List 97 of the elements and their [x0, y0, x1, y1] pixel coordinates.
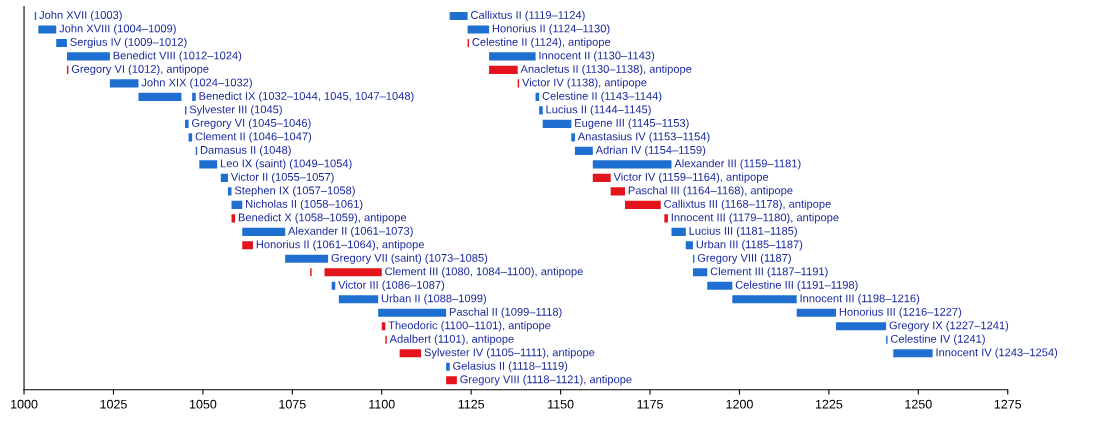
data-label: Innocent II (1130–1143) [539, 51, 655, 62]
data-label: Honorius II (1124–1130) [492, 24, 610, 35]
data-label: Nicholas II (1058–1061) [246, 199, 363, 211]
data-label: Paschal III (1164–1168), antipope [628, 186, 793, 197]
bar [539, 106, 543, 115]
bar [542, 119, 572, 128]
x-tick-label: 1275 [994, 399, 1022, 409]
data-label: Alexander II (1061–1073) [288, 226, 413, 237]
data-label: Paschal II (1099–1118) [449, 307, 562, 318]
bar [220, 173, 228, 182]
x-tick-label: 1175 [637, 399, 663, 409]
data-label: Celestine II (1143–1144) [542, 91, 662, 103]
data-label: Clement II (1046–1047) [195, 132, 312, 143]
bar [467, 25, 490, 34]
data-label: Innocent III (1198–1216) [800, 294, 920, 305]
data-label: Benedict IX (1032–1044, 1045, 1047–1048) [199, 91, 414, 103]
data-label: Damasus II (1048) [200, 145, 291, 157]
bar [571, 133, 575, 142]
bar [185, 119, 189, 128]
data-label: Gregory VIII (1187) [697, 253, 791, 264]
bar [378, 308, 447, 317]
data-label: Lucius II (1144–1145) [546, 105, 651, 116]
x-tick-label: 1225 [815, 399, 843, 409]
data-label: Anastasius IV (1153–1154) [577, 132, 710, 143]
data-label: Benedict X (1058–1059), antipope [238, 213, 407, 224]
x-tick-label: 1000 [11, 399, 38, 409]
x-tick-label: 1025 [100, 399, 127, 409]
data-label: Alexander III (1159–1181) [674, 159, 801, 170]
data-label: Anacletus II (1130–1138), antipope [520, 64, 692, 76]
bar [574, 146, 593, 155]
bar [38, 25, 57, 34]
data-label: John XIX (1024–1032) [141, 78, 252, 89]
data-label: Eugene III (1145–1153) [575, 118, 689, 130]
data-label: Gregory VI (1012), antipope [71, 64, 209, 76]
data-label: Clement III (1080, 1084–1100), antipope [385, 267, 583, 278]
data-label: Honorius II (1061–1064), antipope [256, 240, 424, 251]
data-label: Innocent IV (1243–1254) [936, 348, 1058, 359]
bar [446, 362, 450, 371]
data-label: Gregory IX (1227–1241) [889, 321, 1009, 332]
data-label: Victor IV (1159–1164), antipope [613, 172, 769, 184]
data-label: Sylvester IV (1105–1111), antipope [424, 348, 595, 359]
bar [227, 187, 232, 196]
x-tick-label: 1200 [726, 399, 753, 409]
x-tick-label: 1050 [189, 399, 217, 409]
bar [449, 11, 468, 20]
data-label: Victor IV (1138), antipope [522, 78, 647, 89]
data-label: Innocent III (1179–1180), antipope [671, 213, 839, 224]
data-label: Urban II (1088–1099) [381, 294, 486, 305]
data-label: Celestine II (1124), antipope [472, 37, 611, 49]
bar [199, 160, 218, 169]
data-label: Sergius IV (1009–1012) [70, 37, 187, 49]
data-label: Lucius III (1181–1185) [689, 226, 797, 237]
bar [707, 281, 733, 290]
data-label: John XVII (1003) [39, 10, 122, 22]
data-label: Stephen IX (1057–1058) [234, 186, 355, 197]
bar [109, 79, 139, 88]
data-label: Victor II (1055–1057) [230, 172, 334, 184]
x-tick-label: 1075 [279, 399, 306, 409]
bar [671, 227, 686, 236]
data-label: Gelasius II (1118–1119) [453, 361, 568, 372]
data-label: Urban III (1185–1187) [696, 240, 803, 251]
data-label: Benedict VIII (1012–1024) [113, 51, 242, 62]
bar [489, 52, 536, 61]
data-label: Sylvester III (1045) [189, 105, 282, 116]
x-tick-label: 1125 [458, 399, 485, 409]
bar [685, 241, 693, 250]
bar [242, 227, 286, 236]
bar [732, 295, 797, 304]
data-label: Gregory VI (1045–1046) [192, 118, 311, 130]
bar [138, 92, 182, 101]
data-label: Gregory VII (saint) (1073–1085) [331, 253, 488, 264]
data-label: Clement III (1187–1191) [710, 267, 828, 278]
data-label: Theodoric (1100–1101), antipope [388, 321, 551, 332]
data-label: Leo IX (saint) (1049–1054) [220, 159, 352, 170]
x-tick-label: 1250 [905, 399, 932, 409]
bar [592, 160, 672, 169]
bar [285, 254, 329, 263]
bar [231, 200, 243, 209]
bar [893, 349, 933, 358]
bar [692, 268, 708, 277]
data-label: Celestine IV (1241) [890, 334, 985, 345]
bar [56, 38, 67, 47]
data-label: Callixtus III (1168–1178), antipope [664, 199, 831, 211]
data-label: John XVIII (1004–1009) [59, 24, 176, 35]
data-label: Adrian IV (1154–1159) [595, 145, 706, 157]
data-label: Victor III (1086–1087) [338, 280, 445, 291]
x-tick-label: 1100 [369, 399, 395, 409]
bar [836, 322, 887, 331]
bar [796, 308, 837, 317]
data-label: Gregory VIII (1118–1121), antipope [460, 375, 632, 386]
data-label: Honorius III (1216–1227) [839, 307, 962, 318]
data-label: Callixtus II (1119–1124) [471, 10, 585, 22]
data-label: Celestine III (1191–1198) [735, 280, 858, 291]
x-tick-label: 1150 [548, 399, 574, 409]
bar [66, 52, 110, 61]
data-label: Adalbert (1101), antipope [389, 334, 514, 345]
bar [338, 295, 379, 304]
